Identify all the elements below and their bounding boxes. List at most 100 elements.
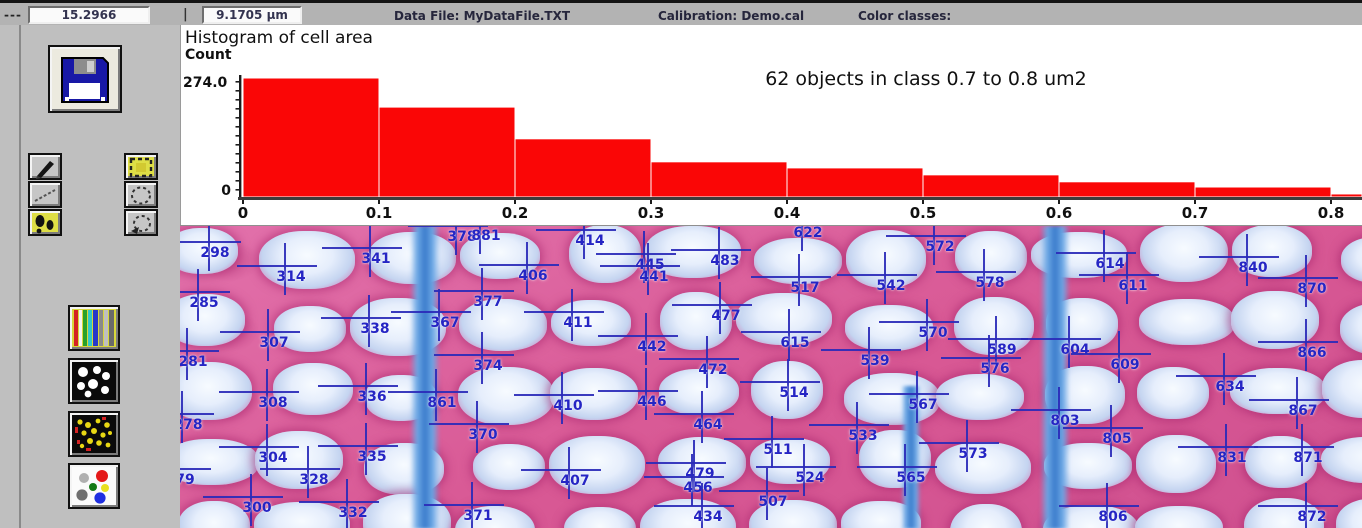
cell-marker-label[interactable]: 371	[463, 508, 493, 524]
cell-marker-label[interactable]: 411	[563, 315, 593, 331]
cell-marker-label[interactable]: 872	[1297, 509, 1327, 525]
marker-crosshair-v	[803, 444, 805, 496]
cell-marker-label[interactable]: 79	[180, 472, 195, 488]
cell-marker-label[interactable]: 332	[338, 505, 368, 521]
svg-text:0.7: 0.7	[1182, 204, 1209, 222]
cell-marker-label[interactable]: 565	[896, 470, 926, 486]
cell-marker-label[interactable]: 434	[693, 509, 723, 525]
scale-unit-field[interactable]: 9.1705 µm	[202, 6, 302, 24]
svg-text:0.2: 0.2	[502, 204, 529, 222]
cell-marker-label[interactable]: 414	[575, 233, 605, 249]
rect-select-button[interactable]	[124, 153, 158, 180]
color-classes-view-button[interactable]	[68, 463, 120, 509]
svg-text:62 objects in class 0.7 to 0.8: 62 objects in class 0.7 to 0.8 um2	[765, 68, 1087, 90]
cell-marker-label[interactable]: 622	[793, 225, 823, 241]
cell-marker-label[interactable]: 307	[259, 335, 289, 351]
cell-marker-label[interactable]: 805	[1102, 431, 1132, 447]
cell-marker-label[interactable]: 870	[1297, 281, 1327, 297]
measurement-value-field[interactable]: 15.2966	[28, 6, 150, 24]
histogram-svg: 0 0.1 0.2 0.3 0.4 0.5 0.6 0.7 0.8 Histogram of ce…	[183, 28, 1362, 222]
freehand-select-button[interactable]	[124, 209, 158, 236]
cell-marker-label[interactable]: 441	[639, 269, 669, 285]
cell-marker-label[interactable]: 308	[258, 395, 288, 411]
cell-marker-label[interactable]: 511	[763, 442, 793, 458]
color-stripes-view-button[interactable]	[68, 305, 120, 351]
cell-marker-label[interactable]: 572	[925, 239, 955, 255]
cell-marker-label[interactable]: 533	[848, 428, 878, 444]
cell-marker-label[interactable]: 483	[710, 253, 740, 269]
cell-marker-label[interactable]: 406	[518, 268, 548, 284]
cell-marker-label[interactable]: 377	[473, 294, 503, 310]
binary-view-button[interactable]	[68, 358, 120, 404]
status-bar: --- 15.2966 | 9.1705 µm Data File: MyDat…	[0, 0, 1362, 25]
micrograph-view[interactable]: 298 314 341 378 881 414 622 572 445 441 483 406 517 5…	[180, 225, 1362, 528]
cell-marker-label[interactable]: 300	[242, 500, 272, 516]
cell-marker-label[interactable]: 314	[276, 269, 306, 285]
cell-marker-label[interactable]: 507	[758, 494, 788, 510]
marker-crosshair-h	[424, 504, 504, 506]
cell-marker-label[interactable]: 370	[468, 427, 498, 443]
cell-marker-label[interactable]: 806	[1098, 509, 1128, 525]
cell-marker-label[interactable]: 576	[980, 361, 1010, 377]
line-tool-button[interactable]	[28, 181, 62, 208]
cell-marker-label[interactable]: 573	[958, 446, 988, 462]
cell-marker-label[interactable]: 367	[430, 315, 460, 331]
cell-marker-label[interactable]: 514	[779, 385, 809, 401]
cell-marker-label[interactable]: 472	[698, 362, 728, 378]
cell-marker-label[interactable]: 298	[200, 245, 230, 261]
cell-marker-label[interactable]: 281	[180, 354, 208, 370]
cell-marker-label[interactable]: 611	[1118, 278, 1148, 294]
cell-marker-label[interactable]: 524	[795, 470, 825, 486]
cell-marker-label[interactable]: 578	[975, 275, 1005, 291]
cell-marker-label[interactable]: 285	[189, 295, 219, 311]
cell-marker-label[interactable]: 410	[553, 398, 583, 414]
cell-marker-label[interactable]: 374	[473, 358, 503, 374]
cell-marker-label[interactable]: 442	[637, 339, 667, 355]
marker-crosshair-h	[1021, 338, 1101, 340]
classified-view-button[interactable]	[68, 411, 120, 457]
cell-marker-label[interactable]: 871	[1293, 450, 1323, 466]
cell-marker-label[interactable]: 634	[1215, 379, 1245, 395]
cell-marker-label[interactable]: 831	[1217, 450, 1247, 466]
marker-crosshair-v	[208, 226, 210, 271]
cell-marker-label[interactable]: 338	[360, 321, 390, 337]
cell-marker-label[interactable]: 407	[560, 473, 590, 489]
cell-marker-label[interactable]: 335	[357, 449, 387, 465]
cell-marker-label[interactable]: 615	[780, 335, 810, 351]
blob-analysis-button[interactable]	[28, 209, 62, 236]
cell-marker-label[interactable]: 861	[427, 395, 457, 411]
pencil-tool-button[interactable]	[28, 153, 62, 180]
cell-marker-label[interactable]: 840	[1238, 260, 1268, 276]
marker-crosshair-v	[481, 332, 483, 384]
cell-marker-label[interactable]: 803	[1050, 413, 1080, 429]
cell-marker-label[interactable]: 336	[357, 389, 387, 405]
cell-marker-label[interactable]: 542	[876, 278, 906, 294]
cell-blob	[473, 444, 545, 490]
cell-marker-label[interactable]: 341	[361, 251, 391, 267]
cell-marker-label[interactable]: 567	[908, 397, 938, 413]
cell-marker-label[interactable]: 446	[637, 394, 667, 410]
cell-marker-label[interactable]: 867	[1288, 403, 1318, 419]
cell-marker-label[interactable]: 456	[683, 480, 713, 496]
cell-marker-label[interactable]: 328	[299, 472, 329, 488]
cell-marker-label[interactable]: 570	[918, 325, 948, 341]
cell-marker-label[interactable]: 866	[1297, 345, 1327, 361]
cell-marker-label[interactable]: 464	[693, 417, 723, 433]
marker-crosshair-v	[561, 372, 563, 424]
cell-marker-label[interactable]: 609	[1110, 357, 1140, 373]
cell-marker-label[interactable]: 881	[471, 228, 501, 244]
window-handle[interactable]: ---	[4, 8, 22, 22]
ellipse-select-button[interactable]	[124, 181, 158, 208]
cell-marker-label[interactable]: 614	[1095, 256, 1125, 272]
cell-marker-label[interactable]: 517	[790, 280, 820, 296]
save-button[interactable]	[48, 45, 122, 113]
cell-marker-label[interactable]: 278	[180, 417, 203, 433]
cell-marker-label[interactable]: 589	[987, 342, 1017, 358]
marker-crosshair-h	[1249, 399, 1329, 401]
marker-crosshair-v	[801, 226, 803, 251]
cell-marker-label[interactable]: 477	[711, 308, 741, 324]
cell-marker-label[interactable]: 304	[258, 450, 288, 466]
cell-marker-label[interactable]: 604	[1060, 342, 1090, 358]
cell-marker-label[interactable]: 378	[447, 229, 477, 245]
cell-marker-label[interactable]: 539	[860, 353, 890, 369]
